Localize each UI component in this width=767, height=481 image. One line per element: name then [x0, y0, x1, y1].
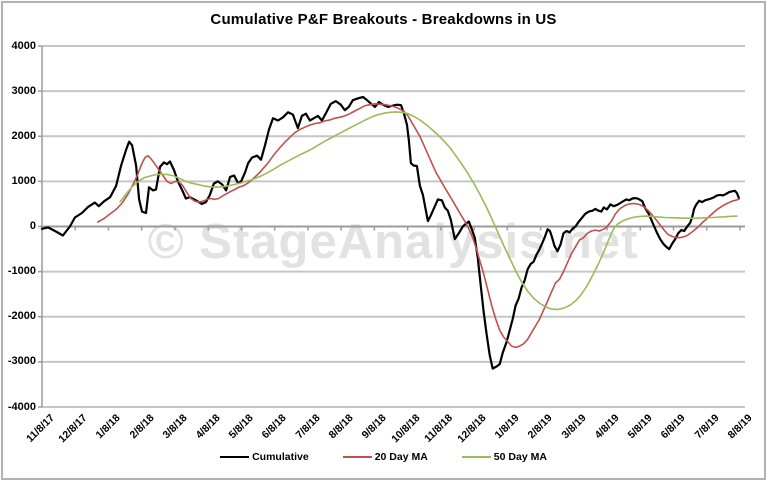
- y-tick-label: 1000: [11, 174, 36, 187]
- y-tick-label: -1000: [7, 265, 36, 278]
- watermark: © StageAnalysis.net: [148, 215, 639, 269]
- legend-label: 50 Day MA: [493, 451, 547, 463]
- axes: [38, 45, 745, 408]
- y-tick-label: -2000: [7, 310, 36, 323]
- y-tick-label: -4000: [7, 400, 36, 413]
- y-tick-label: 0: [29, 220, 36, 232]
- y-tick-label: 2000: [11, 129, 36, 142]
- cumulative-line-swatch: [220, 456, 250, 458]
- legend-item-20dma: 20 Day MA: [342, 451, 428, 463]
- data-series-lines: [40, 95, 741, 370]
- y-tick-label: -3000: [7, 355, 36, 368]
- legend-item-50dma: 50 Day MA: [461, 451, 547, 463]
- chart-title: Cumulative P&F Breakouts - Breakdowns in…: [210, 11, 557, 28]
- legend-label: 20 Day MA: [374, 451, 428, 463]
- y-tick-label: 3000: [11, 84, 36, 97]
- y-tick-label: 4000: [11, 39, 36, 52]
- 50dma-line-swatch: [461, 456, 491, 458]
- legend-item-cumulative: Cumulative: [220, 451, 309, 463]
- legend: Cumulative 20 Day MA 50 Day MA: [0, 451, 767, 463]
- legend-label: Cumulative: [252, 451, 309, 463]
- 20dma-line-swatch: [342, 456, 372, 458]
